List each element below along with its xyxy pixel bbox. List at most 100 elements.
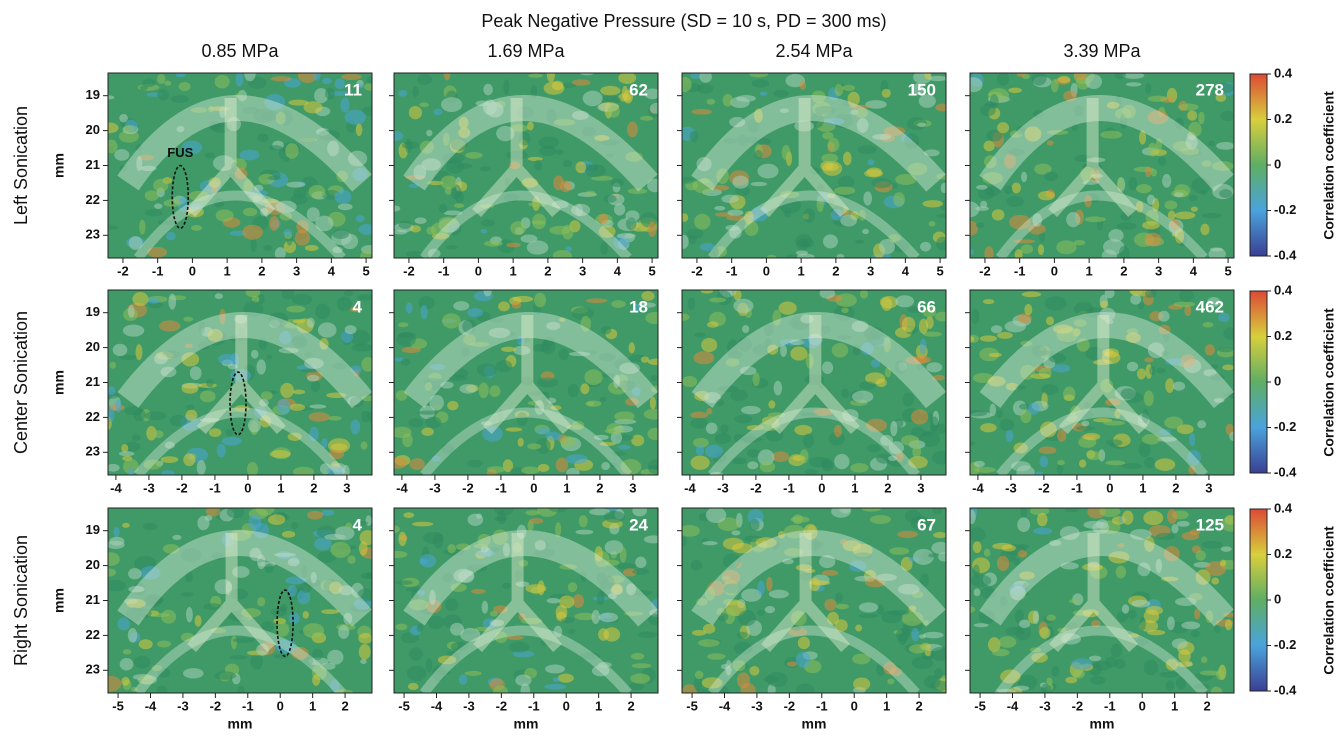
texture-blob	[156, 640, 171, 648]
texture-blob	[1007, 148, 1026, 156]
texture-blob	[128, 585, 145, 593]
texture-blob	[571, 79, 591, 86]
texture-blob	[176, 125, 185, 133]
texture-blob	[1143, 659, 1159, 676]
texture-blob	[142, 78, 156, 88]
colorbar	[1249, 73, 1268, 257]
texture-blob	[911, 627, 920, 642]
y-tick-label: 23	[86, 662, 100, 677]
texture-blob	[637, 302, 656, 308]
texture-blob	[1020, 364, 1036, 380]
x-tick-label: 2	[310, 480, 317, 495]
texture-blob	[161, 469, 176, 475]
texture-blob	[527, 121, 534, 131]
texture-blob	[480, 546, 489, 553]
texture-blob	[1156, 367, 1167, 374]
texture-blob	[216, 443, 226, 458]
texture-blob	[395, 623, 408, 631]
texture-blob	[525, 510, 540, 516]
brain-cortex	[403, 312, 658, 409]
texture-blob	[603, 194, 617, 203]
heatmap-image	[394, 290, 658, 475]
texture-blob	[1155, 138, 1163, 152]
texture-blob	[1187, 449, 1201, 466]
texture-blob	[304, 357, 324, 369]
texture-blob	[285, 142, 299, 159]
texture-blob	[701, 337, 718, 353]
texture-blob	[396, 331, 416, 347]
texture-blob	[809, 577, 821, 592]
texture-blob	[350, 365, 362, 374]
texture-blob	[1158, 324, 1171, 335]
texture-blob	[779, 108, 789, 113]
texture-blob	[343, 290, 354, 297]
texture-blob	[1083, 401, 1092, 408]
texture-blob	[536, 427, 551, 435]
colorbar-tick-label: 0.2	[1274, 546, 1292, 561]
texture-blob	[970, 509, 976, 525]
texture-blob	[790, 516, 810, 523]
colorbar-tick-label: -0.4	[1274, 247, 1297, 262]
texture-blob	[119, 165, 128, 172]
texture-blob	[319, 337, 329, 350]
texture-blob	[306, 317, 315, 328]
texture-blob	[138, 639, 153, 650]
texture-blob	[729, 116, 746, 128]
texture-blob	[799, 573, 811, 581]
y-tick-label: 21	[86, 592, 100, 607]
texture-blob	[858, 209, 866, 221]
texture-blob	[1046, 140, 1054, 146]
texture-blob	[321, 438, 328, 449]
texture-blob	[1159, 428, 1172, 436]
x-tick-label: -2	[496, 698, 508, 713]
texture-blob	[733, 290, 742, 301]
texture-blob	[214, 671, 237, 680]
texture-blob	[599, 441, 616, 447]
texture-blob	[895, 295, 915, 308]
texture-blob	[1056, 240, 1077, 255]
texture-blob	[768, 589, 789, 599]
texture-blob	[1171, 638, 1188, 649]
texture-blob	[859, 290, 869, 299]
texture-blob	[310, 380, 321, 393]
texture-blob	[552, 677, 560, 682]
texture-blob	[1216, 141, 1234, 150]
x-tick-label: -1	[816, 698, 828, 713]
texture-blob	[1024, 126, 1042, 142]
texture-blob	[898, 583, 920, 595]
texture-blob	[352, 167, 368, 182]
texture-blob	[121, 676, 130, 686]
texture-blob	[314, 88, 329, 104]
texture-blob	[610, 178, 624, 188]
texture-blob	[699, 73, 712, 83]
texture-blob	[757, 580, 765, 596]
texture-blob	[825, 163, 839, 172]
texture-blob	[705, 422, 718, 435]
texture-blob	[341, 73, 362, 81]
texture-blob	[408, 599, 429, 611]
texture-blob	[593, 434, 609, 441]
texture-blob	[209, 120, 221, 131]
texture-blob	[750, 181, 768, 187]
texture-blob	[1064, 508, 1079, 513]
texture-blob	[1040, 683, 1052, 693]
texture-blob	[794, 120, 814, 132]
texture-blob	[990, 325, 1003, 334]
y-tick-label: 21	[86, 374, 100, 389]
texture-blob	[128, 236, 143, 251]
texture-blob	[722, 553, 741, 569]
texture-blob	[822, 234, 838, 249]
texture-blob	[274, 639, 297, 654]
texture-blob	[800, 314, 814, 324]
texture-blob	[983, 140, 995, 152]
x-tick-label: 2	[832, 263, 839, 278]
x-tick-label: 0	[189, 263, 196, 278]
texture-blob	[421, 158, 442, 171]
texture-blob	[779, 197, 802, 214]
texture-blob	[784, 547, 804, 557]
texture-blob	[1056, 429, 1067, 442]
texture-blob	[625, 397, 639, 406]
texture-blob	[970, 410, 988, 417]
texture-blob	[1223, 612, 1234, 618]
texture-blob	[330, 541, 351, 558]
